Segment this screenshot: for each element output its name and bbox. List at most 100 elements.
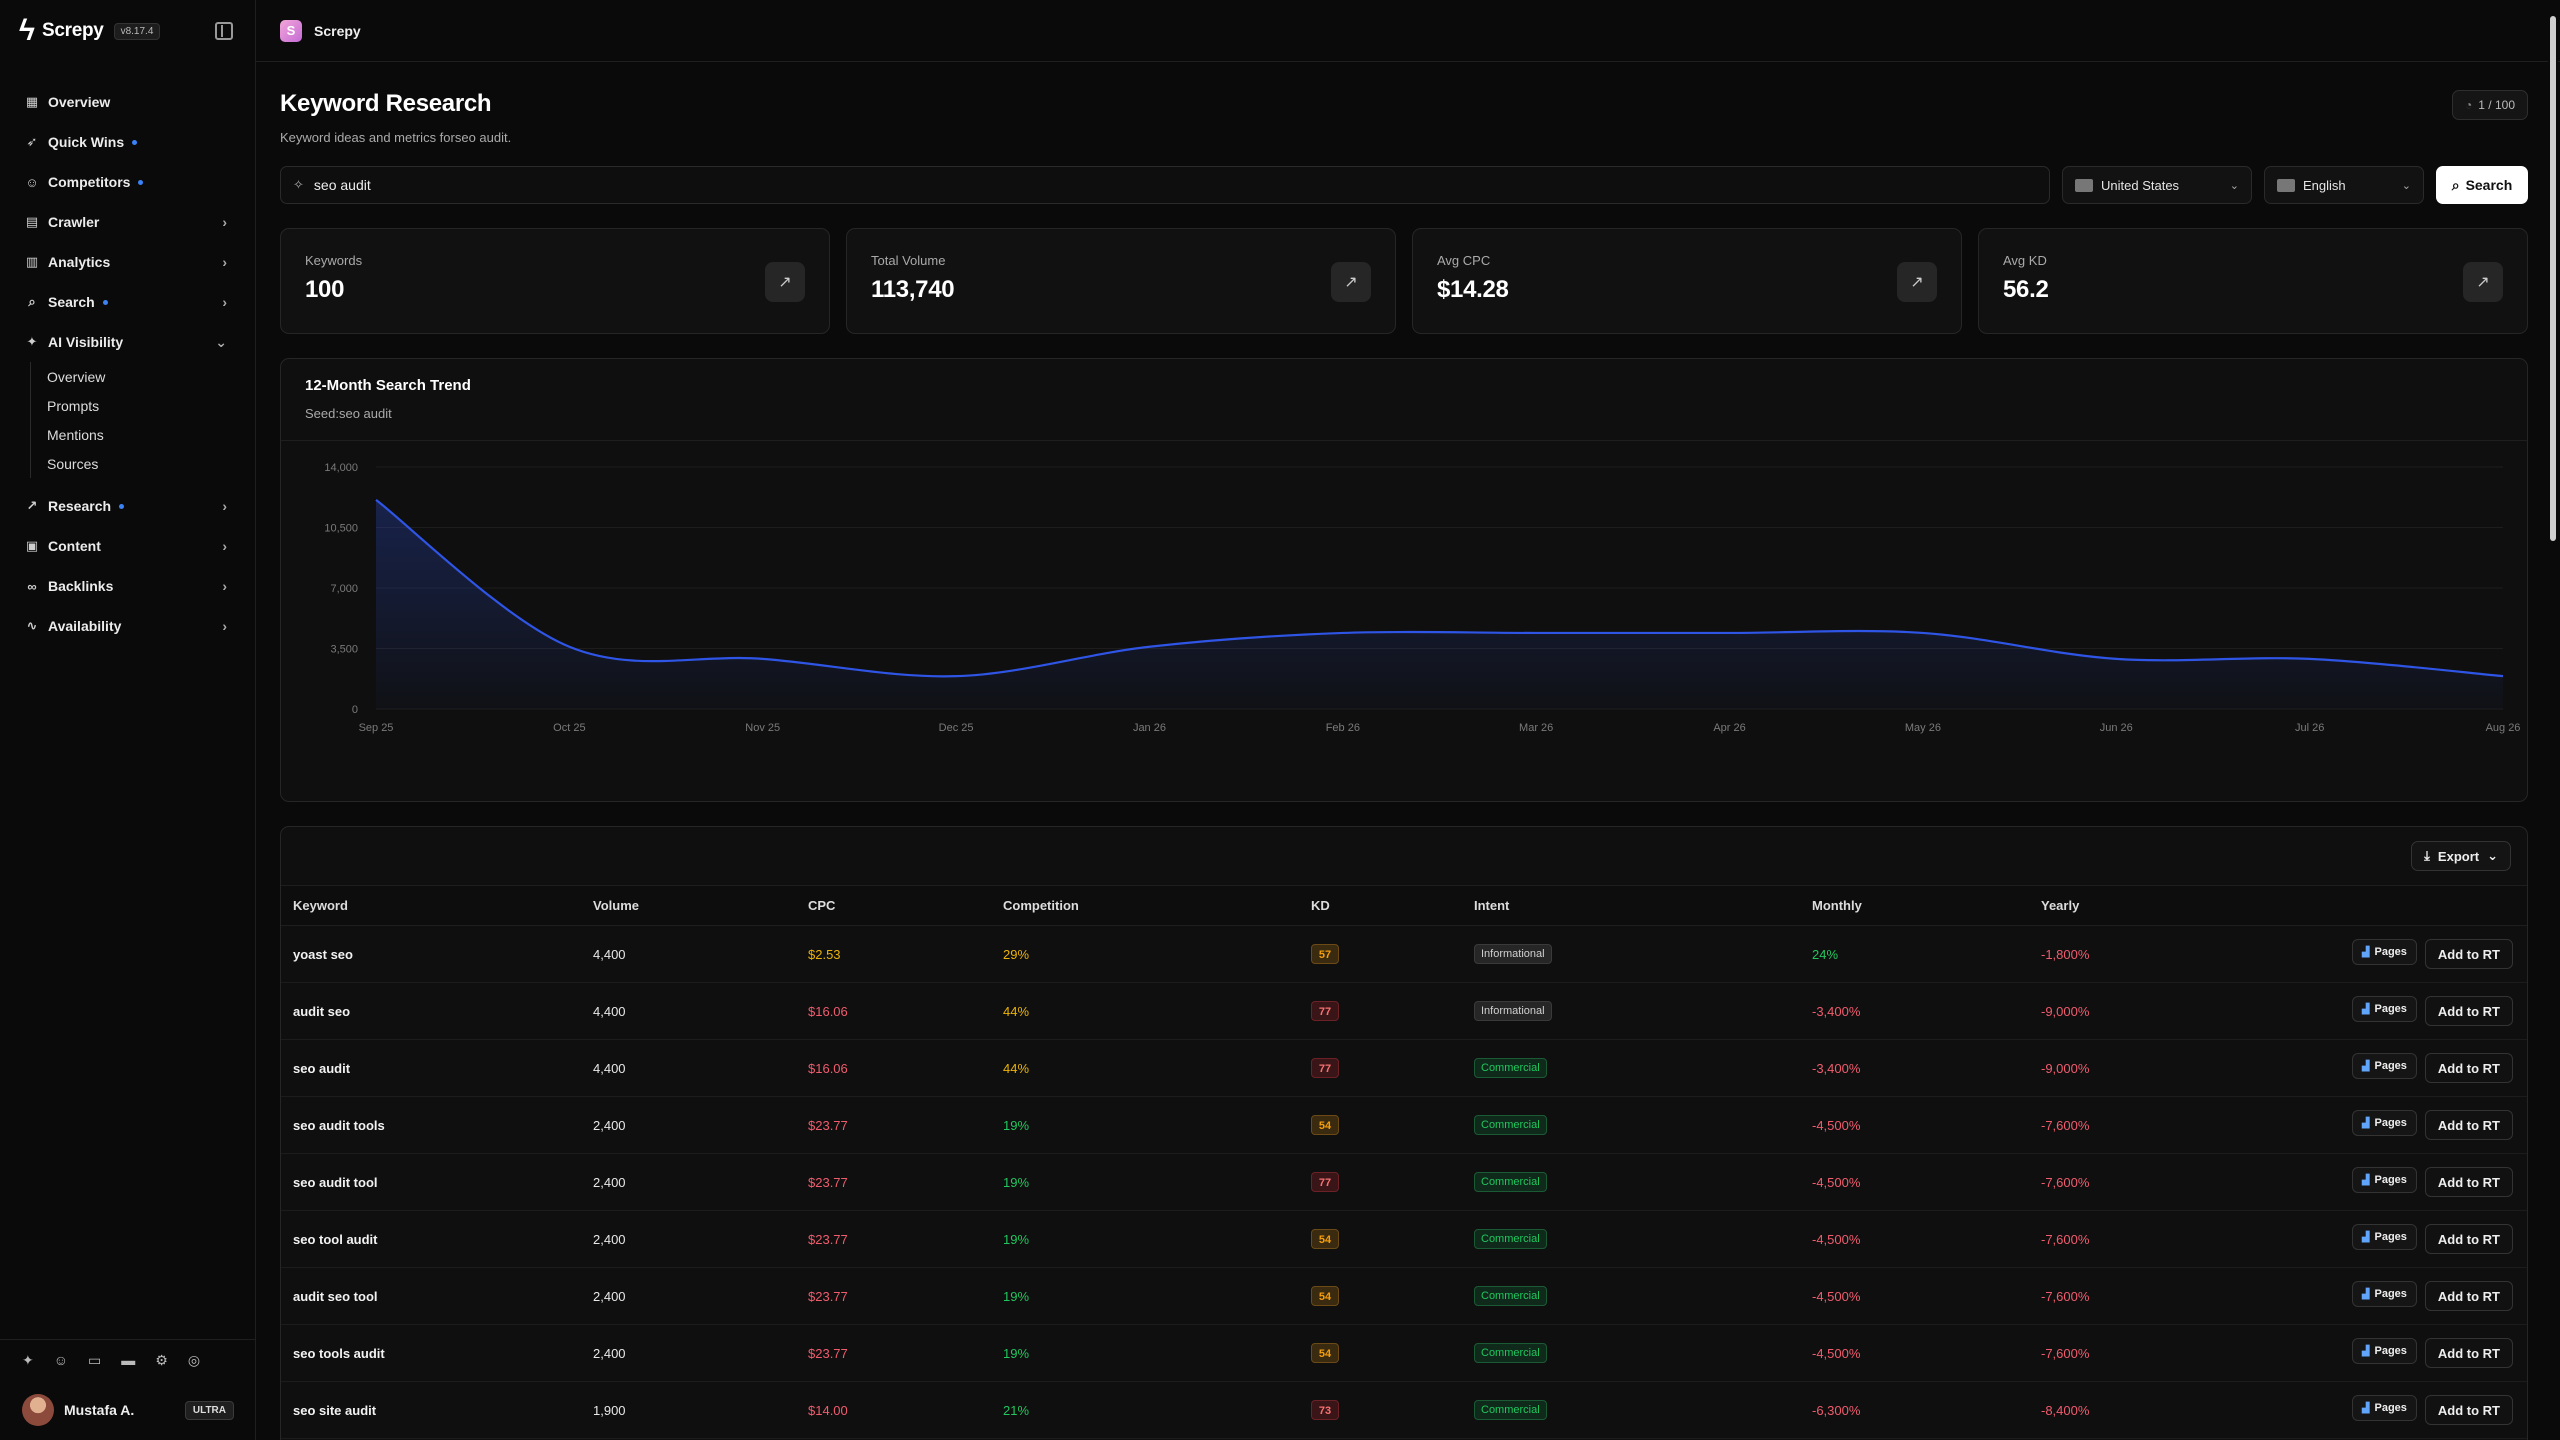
keyword-cell[interactable]: seo tools audit [293, 1345, 385, 1361]
data-point[interactable] [1921, 631, 1925, 635]
keyword-cell[interactable]: seo tool audit [293, 1231, 378, 1247]
add-to-rt-button[interactable]: Add to RT [2424, 1338, 2513, 1368]
data-point[interactable] [1534, 631, 1538, 635]
table-row[interactable]: seo tools audit 2,400 $23.77 19% 54 Commercia… [281, 1325, 2527, 1382]
data-point[interactable] [567, 645, 571, 649]
subnav-item-overview[interactable]: Overview [30, 362, 255, 391]
kd-cell: 54 [1299, 1268, 1462, 1325]
data-point[interactable] [1341, 631, 1345, 635]
keyword-cell[interactable]: audit seo tool [293, 1288, 378, 1304]
column-header-volume[interactable]: Volume [593, 898, 639, 913]
table-row[interactable]: seo site audit 1,900 $14.00 21% 73 Commercial… [281, 1382, 2527, 1439]
pages-button[interactable]: ▟ Pages [2351, 1395, 2417, 1421]
add-to-rt-button[interactable]: Add to RT [2424, 939, 2513, 969]
column-header-intent[interactable]: Intent [1474, 898, 1510, 913]
table-row[interactable]: audit seo tool 2,400 $23.77 19% 54 Commercial… [281, 1268, 2527, 1325]
add-to-rt-button[interactable]: Add to RT [2424, 1110, 2513, 1140]
help-icon[interactable]: ◎ [187, 1351, 201, 1368]
data-point[interactable] [1728, 631, 1732, 635]
user-profile[interactable]: Mustafa A. ULTRA [0, 1380, 256, 1440]
sidebar-item-search[interactable]: ⌕ Search › [0, 282, 255, 322]
add-to-rt-button[interactable]: Add to RT [2424, 1395, 2513, 1425]
pages-button[interactable]: ▟ Pages [2351, 1281, 2417, 1307]
sidebar-toggle-icon[interactable] [215, 22, 233, 40]
subnav-item-sources[interactable]: Sources [30, 449, 255, 478]
add-to-rt-button[interactable]: Add to RT [2424, 996, 2513, 1026]
pages-button[interactable]: ▟ Pages [2351, 1167, 2417, 1193]
search-button[interactable]: ⌕ Search [2436, 166, 2528, 204]
add-to-rt-button[interactable]: Add to RT [2424, 1224, 2513, 1254]
users-icon: ☺ [25, 174, 39, 190]
bar-chart-icon: ▟ [2361, 1117, 2370, 1129]
add-to-rt-button[interactable]: Add to RT [2424, 1053, 2513, 1083]
scrollbar[interactable] [2548, 0, 2558, 1440]
table-row[interactable]: yoast seo 4,400 $2.53 29% 57 Informational 24%… [281, 926, 2527, 983]
scroll-thumb[interactable] [2550, 16, 2556, 541]
data-point[interactable] [2114, 657, 2118, 661]
add-to-rt-button[interactable]: Add to RT [2424, 1281, 2513, 1311]
trend-chart-card: 12-Month Search Trend Seed:seo audit 0 3,… [280, 358, 2528, 802]
pages-button[interactable]: ▟ Pages [2351, 996, 2417, 1022]
subnav-item-mentions[interactable]: Mentions [30, 420, 255, 449]
keyword-input[interactable] [313, 177, 2037, 193]
keyword-cell[interactable]: seo audit tools [293, 1117, 385, 1133]
pages-button[interactable]: ▟ Pages [2351, 1224, 2417, 1250]
search-box[interactable]: ✧ [280, 166, 2050, 204]
chat-icon[interactable]: ▭ [88, 1351, 102, 1368]
column-header-yearly[interactable]: Yearly [2041, 898, 2080, 913]
volume-cell: 4,400 [593, 946, 626, 962]
data-point[interactable] [2308, 657, 2312, 661]
add-to-rt-button[interactable]: Add to RT [2424, 1167, 2513, 1197]
pages-button[interactable]: ▟ Pages [2351, 1338, 2417, 1364]
country-select[interactable]: United States ⌄ [2062, 166, 2252, 204]
column-header-kd[interactable]: KD [1311, 898, 1330, 913]
sidebar-item-backlinks[interactable]: ∞ Backlinks › [0, 566, 255, 606]
intent-cell: Commercial [1462, 1097, 1800, 1154]
column-header-cpc[interactable]: CPC [808, 898, 836, 913]
column-header-keyword[interactable]: Keyword [293, 898, 348, 913]
sidebar-item-competitors[interactable]: ☺ Competitors [0, 162, 255, 202]
kd-cell: 73 [1299, 1382, 1462, 1439]
keyword-cell[interactable]: yoast seo [293, 946, 353, 962]
sidebar-item-research[interactable]: ↗ Research › [0, 486, 255, 526]
kd-badge: 54 [1311, 1229, 1339, 1249]
column-header-monthly[interactable]: Monthly [1812, 898, 1862, 913]
data-point[interactable] [374, 498, 378, 502]
export-button[interactable]: ⤓ Export ⌄ [2411, 841, 2511, 871]
data-point[interactable] [761, 657, 765, 661]
pages-button[interactable]: ▟ Pages [2351, 939, 2417, 965]
keyword-cell[interactable]: seo audit [293, 1060, 351, 1076]
language-select[interactable]: English ⌄ [2264, 166, 2424, 204]
sidebar-item-content[interactable]: ▣ Content › [0, 526, 255, 566]
pages-button[interactable]: ▟ Pages [2351, 1110, 2417, 1136]
sidebar-item-ai-visibility[interactable]: ✦ AI Visibility ⌄ [0, 322, 255, 362]
sidebar-item-crawler[interactable]: ▤ Crawler › [0, 202, 255, 242]
data-point[interactable] [2501, 674, 2505, 678]
sidebar-item-analytics[interactable]: ▥ Analytics › [0, 242, 255, 282]
table-row[interactable]: seo audit 4,400 $16.06 44% 77 Commercial -3,40… [281, 1040, 2527, 1097]
column-header-competition[interactable]: Competition [1003, 898, 1079, 913]
x-tick-label: Jan 26 [1133, 722, 1166, 734]
table-row[interactable]: audit seo 4,400 $16.06 44% 77 Informational -3… [281, 983, 2527, 1040]
keyword-cell[interactable]: seo site audit [293, 1402, 377, 1418]
keyword-cell[interactable]: audit seo [293, 1003, 351, 1019]
keyword-cell[interactable]: seo audit tool [293, 1174, 378, 1190]
sidebar-item-quick-wins[interactable]: ➶ Quick Wins [0, 122, 255, 162]
project-name[interactable]: Screpy [314, 22, 361, 39]
subnav-item-prompts[interactable]: Prompts [30, 391, 255, 420]
sidebar-item-overview[interactable]: ▦ Overview [0, 82, 255, 122]
card-icon[interactable]: ▬ [121, 1352, 136, 1368]
sidebar-item-availability[interactable]: ∿ Availability › [0, 606, 255, 646]
actions-cell: ▟ Pages Add to RT [2229, 926, 2527, 983]
table-row[interactable]: seo tool audit 2,400 $23.77 19% 54 Commercial… [281, 1211, 2527, 1268]
table-row[interactable]: seo audit tools 2,400 $23.77 19% 54 Commercia… [281, 1097, 2527, 1154]
bulb-icon[interactable]: ✦ [22, 1351, 34, 1368]
table-row[interactable]: seo audit tool 2,400 $23.77 19% 77 Commercial… [281, 1154, 2527, 1211]
pages-button[interactable]: ▟ Pages [2351, 1053, 2417, 1079]
team-icon[interactable]: ☺ [53, 1352, 69, 1368]
gear-icon[interactable]: ⚙ [155, 1351, 168, 1368]
data-point[interactable] [1147, 645, 1151, 649]
data-point[interactable] [954, 674, 958, 678]
sidebar-item-label: Content [48, 538, 101, 554]
competition-cell: 21% [1003, 1402, 1030, 1418]
